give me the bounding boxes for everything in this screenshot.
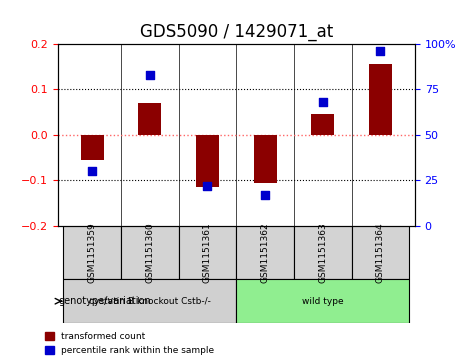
Text: GSM1151362: GSM1151362 [260,222,270,283]
Legend: transformed count, percentile rank within the sample: transformed count, percentile rank withi… [41,329,218,359]
FancyBboxPatch shape [121,226,179,279]
FancyBboxPatch shape [351,226,409,279]
Text: GSM1151363: GSM1151363 [318,222,327,283]
FancyBboxPatch shape [294,226,351,279]
Point [204,183,211,189]
Text: genotype/variation: genotype/variation [59,296,151,306]
Bar [369,64,392,135]
FancyBboxPatch shape [236,226,294,279]
FancyBboxPatch shape [236,279,409,323]
Text: GSM1151361: GSM1151361 [203,222,212,283]
Point [319,99,326,105]
Text: GSM1151359: GSM1151359 [88,222,97,283]
Bar [81,135,104,160]
Point [261,192,269,198]
Point [377,48,384,54]
Text: GSM1151364: GSM1151364 [376,222,385,283]
Bar [254,135,277,183]
Text: wild type: wild type [302,297,343,306]
Bar [138,103,161,135]
Text: cystatin B knockout Cstb-/-: cystatin B knockout Cstb-/- [89,297,211,306]
FancyBboxPatch shape [64,226,121,279]
FancyBboxPatch shape [179,226,236,279]
Bar [196,135,219,187]
Text: GSM1151360: GSM1151360 [145,222,154,283]
Bar [311,114,334,135]
FancyBboxPatch shape [64,279,236,323]
Point [146,72,154,77]
Point [89,168,96,174]
Title: GDS5090 / 1429071_at: GDS5090 / 1429071_at [140,23,333,41]
